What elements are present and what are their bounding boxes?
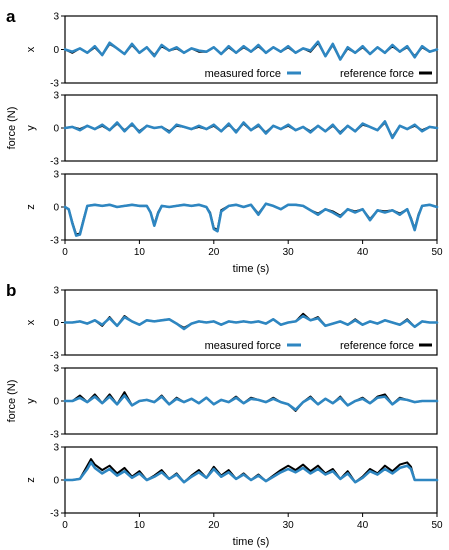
xlabel-a: time (s) [233, 263, 270, 275]
y-tick-label-b-y-2: -3 [50, 430, 59, 441]
ylabel-b: force (N) [6, 380, 18, 423]
y-tick-label-b-z-2: -3 [50, 509, 59, 520]
y-tick-label-a-y-0: 3 [53, 91, 59, 102]
series-measured-a-z [63, 202, 439, 237]
y-tick-label-b-x-0: 3 [53, 286, 59, 297]
x-tick-label-b-4: 40 [357, 520, 369, 531]
subplot-axis-label-a-y: y [25, 125, 37, 131]
y-tick-label-a-x-2: -3 [50, 79, 59, 90]
panel-letter-a: a [6, 7, 16, 26]
x-tick-label-b-0: 0 [62, 520, 68, 531]
x-tick-label-b-1: 10 [134, 520, 146, 531]
subplot-axis-label-b-z: z [25, 477, 37, 483]
legend-label-measured-b: measured force [205, 340, 281, 352]
y-tick-label-b-x-1: 0 [53, 318, 59, 329]
x-tick-label-a-3: 30 [283, 247, 295, 258]
y-tick-label-b-y-0: 3 [53, 364, 59, 375]
series-measured-b-y [63, 394, 439, 412]
y-tick-label-a-x-0: 3 [53, 12, 59, 23]
ylabel-a: force (N) [6, 107, 18, 150]
y-tick-label-a-x-1: 0 [53, 45, 59, 56]
panel-letter-b: b [6, 281, 16, 300]
xlabel-b: time (s) [233, 536, 270, 548]
subplot-axis-label-a-x: x [25, 46, 37, 52]
legend-label-measured-a: measured force [205, 68, 281, 80]
subplot-axis-label-b-y: y [25, 398, 37, 404]
subplot-axis-label-b-x: x [25, 319, 37, 325]
x-tick-label-a-2: 20 [208, 247, 220, 258]
x-tick-label-a-5: 50 [431, 247, 443, 258]
x-tick-label-a-4: 40 [357, 247, 369, 258]
y-tick-label-a-z-0: 3 [53, 170, 59, 181]
legend-label-reference-b: reference force [340, 340, 414, 352]
series-measured-a-y [63, 120, 439, 140]
y-tick-label-b-x-2: -3 [50, 351, 59, 362]
series-measured-a-x [63, 40, 439, 61]
y-tick-label-b-z-1: 0 [53, 476, 59, 487]
x-tick-label-b-5: 50 [431, 520, 443, 531]
x-tick-label-a-1: 10 [134, 247, 146, 258]
legend-label-reference-a: reference force [340, 68, 414, 80]
y-tick-label-a-y-2: -3 [50, 157, 59, 168]
x-tick-label-b-2: 20 [208, 520, 220, 531]
y-tick-label-b-y-1: 0 [53, 397, 59, 408]
y-tick-label-a-z-2: -3 [50, 236, 59, 247]
series-reference-a-z [64, 202, 438, 236]
subplot-axis-label-a-z: z [25, 204, 37, 210]
x-tick-label-b-3: 30 [283, 520, 295, 531]
series-measured-b-z [63, 461, 439, 484]
y-tick-label-a-z-1: 0 [53, 203, 59, 214]
x-tick-label-a-0: 0 [62, 247, 68, 258]
y-tick-label-a-y-1: 0 [53, 124, 59, 135]
y-tick-label-b-z-0: 3 [53, 443, 59, 454]
series-measured-b-x [63, 314, 439, 331]
